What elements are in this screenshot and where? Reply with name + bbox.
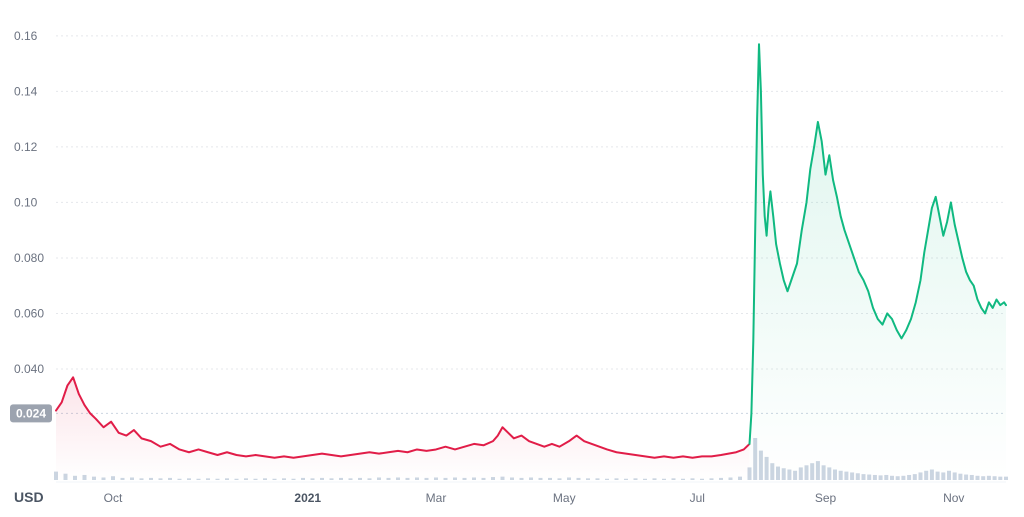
x-tick-label: Mar xyxy=(426,491,447,505)
x-tick-label: 2021 xyxy=(294,491,321,505)
price-chart[interactable]: 0.040 0.060 0.080 0.10 0.12 0.14 0.16 0.024 Oct 2… xyxy=(0,0,1024,517)
x-tick-label: Nov xyxy=(943,491,964,505)
x-tick-label: May xyxy=(553,491,576,505)
currency-label: USD xyxy=(14,489,44,505)
y-tick-label: 0.040 xyxy=(14,362,44,376)
series-green-area xyxy=(750,44,1007,480)
y-tick-label: 0.060 xyxy=(14,306,44,320)
y-tick-label: 0.10 xyxy=(14,195,38,209)
x-tick-label: Jul xyxy=(690,491,705,505)
series-red-area xyxy=(56,377,750,480)
y-tick-label: 0.16 xyxy=(14,29,38,43)
x-tick-label: Oct xyxy=(104,491,123,505)
current-price-value: 0.024 xyxy=(16,406,46,420)
y-tick-label: 0.14 xyxy=(14,84,38,98)
y-tick-label: 0.080 xyxy=(14,251,44,265)
series-red-line xyxy=(56,377,750,457)
x-tick-label: Sep xyxy=(815,491,837,505)
y-tick-label: 0.12 xyxy=(14,140,38,154)
chart-svg: 0.040 0.060 0.080 0.10 0.12 0.14 0.16 0.024 Oct 2… xyxy=(10,10,1014,510)
